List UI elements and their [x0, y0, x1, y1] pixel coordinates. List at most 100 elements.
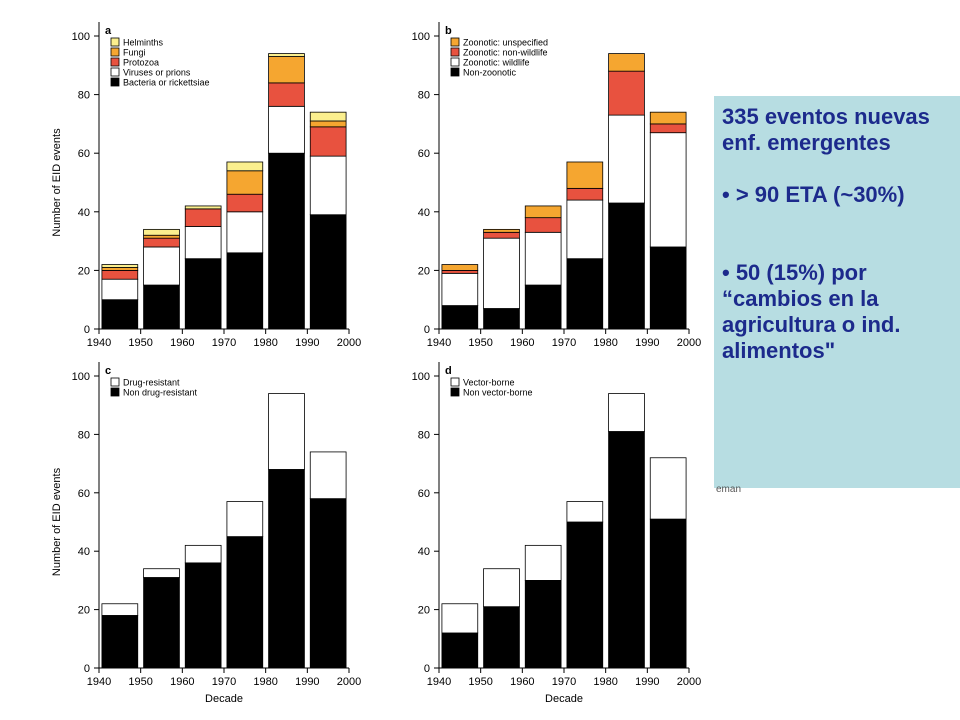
x-tick-label: 1970 [212, 676, 236, 688]
x-tick-label: 1950 [468, 337, 492, 349]
bar-segment [268, 469, 305, 669]
legend-label: Bacteria or rickettsiae [123, 78, 210, 88]
legend-label: Zoonotic: wildlife [463, 58, 530, 68]
bar-segment [226, 193, 264, 213]
bar-segment [143, 577, 180, 669]
bar-segment [649, 246, 687, 330]
y-tick-label: 60 [418, 488, 430, 500]
y-tick-label: 40 [78, 207, 90, 219]
bar-segment [441, 264, 479, 271]
x-tick-label: 1950 [468, 676, 492, 688]
bar-segment [268, 82, 305, 107]
x-tick-label: 1980 [593, 676, 617, 688]
bar-segment [524, 205, 562, 219]
legend-swatch [450, 387, 460, 397]
x-tick-label: 1990 [295, 676, 319, 688]
legend-swatch [110, 77, 120, 87]
bar-segment [441, 272, 479, 306]
bar-segment [608, 431, 645, 669]
legend-label: Non drug-resistant [123, 388, 198, 398]
legend-swatch [110, 67, 120, 77]
bar-segment [101, 267, 139, 271]
bar-segment [566, 501, 604, 523]
y-tick-label: 0 [84, 663, 90, 675]
y-tick-label: 60 [78, 148, 90, 160]
bar-segment [524, 580, 562, 669]
bar-segment [184, 562, 222, 669]
bar-segment [101, 278, 139, 301]
panel-label: d [445, 365, 452, 377]
bar-segment [309, 498, 347, 669]
bar-segment [226, 161, 264, 172]
y-tick-label: 40 [418, 207, 430, 219]
bar-segment [566, 187, 604, 201]
x-tick-label: 1980 [593, 337, 617, 349]
bar-segment [566, 521, 604, 669]
legend-swatch [450, 67, 460, 77]
bar-segment [268, 53, 305, 57]
bar-segment [309, 155, 347, 216]
legend-swatch [110, 47, 120, 57]
y-tick-label: 100 [412, 371, 430, 383]
x-tick-label: 1970 [552, 676, 576, 688]
bar-segment [143, 234, 180, 239]
y-tick-label: 20 [418, 265, 430, 277]
legend-label: Zoonotic: unspecified [463, 38, 548, 48]
bar-segment [566, 161, 604, 189]
bar-segment [483, 568, 520, 608]
y-tick-label: 20 [78, 265, 90, 277]
x-tick-label: 1940 [427, 337, 451, 349]
x-tick-label: 1940 [87, 676, 111, 688]
x-tick-label: 1940 [427, 676, 451, 688]
bar-segment [268, 393, 305, 470]
x-axis-title: Decade [545, 693, 583, 705]
panel-label: a [105, 25, 112, 37]
legend-label: Vector-borne [463, 378, 515, 388]
y-tick-label: 80 [418, 429, 430, 441]
legend-swatch [450, 37, 460, 47]
bar-segment [483, 237, 520, 309]
x-tick-label: 1980 [253, 676, 277, 688]
x-tick-label: 2000 [337, 337, 361, 349]
bar-segment [483, 308, 520, 330]
bar-segment [608, 202, 645, 330]
x-tick-label: 1970 [212, 337, 236, 349]
bar-segment [441, 269, 479, 274]
legend-swatch [110, 57, 120, 67]
x-tick-label: 2000 [677, 676, 701, 688]
y-tick-label: 40 [418, 546, 430, 558]
bar-segment [309, 451, 347, 500]
bar-segment [143, 237, 180, 248]
y-tick-label: 0 [424, 663, 430, 675]
bar-segment [226, 211, 264, 254]
bar-segment [143, 568, 180, 578]
y-tick-label: 20 [418, 605, 430, 617]
bar-segment [101, 299, 139, 330]
bar-segment [441, 603, 479, 634]
y-tick-label: 20 [78, 605, 90, 617]
y-tick-label: 100 [72, 371, 90, 383]
summary-callout: 335 eventos nuevas enf. emergentes • > 9… [714, 96, 960, 488]
y-tick-label: 100 [412, 31, 430, 43]
bar-segment [566, 258, 604, 330]
x-tick-label: 1960 [510, 337, 534, 349]
bar-segment [226, 252, 264, 330]
bar-segment [184, 208, 222, 227]
x-tick-label: 2000 [677, 337, 701, 349]
bar-segment [566, 199, 604, 260]
bar-segment [184, 205, 222, 210]
bar-segment [483, 231, 520, 239]
bar-segment [143, 228, 180, 236]
bar-segment [649, 132, 687, 248]
bar-segment [101, 269, 139, 280]
bar-segment [608, 393, 645, 432]
y-tick-label: 100 [72, 31, 90, 43]
bar-segment [309, 214, 347, 330]
bar-segment [608, 53, 645, 72]
y-tick-label: 40 [78, 546, 90, 558]
x-tick-label: 1960 [170, 676, 194, 688]
x-tick-label: 1980 [253, 337, 277, 349]
bar-segment [524, 544, 562, 581]
y-tick-label: 80 [78, 90, 90, 102]
callout-eta-share: • > 90 ETA (~30%) [722, 182, 905, 207]
